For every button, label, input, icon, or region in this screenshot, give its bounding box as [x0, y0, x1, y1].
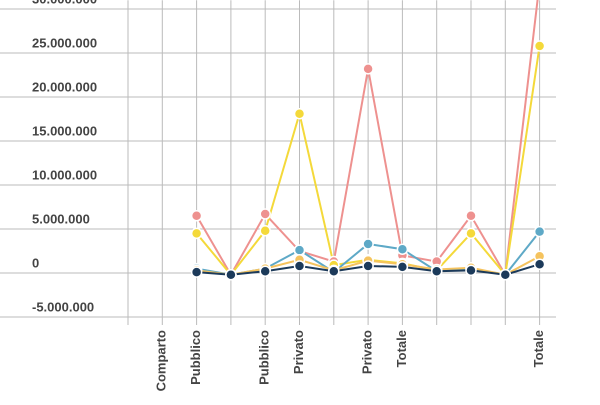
- data-point: [293, 260, 306, 272]
- data-point: [259, 225, 271, 237]
- data-point: [190, 227, 203, 240]
- y-tick-label: 15.000.000: [32, 123, 97, 138]
- x-tick-label: Comparto: [154, 330, 169, 391]
- x-tick-label: Privato: [360, 330, 375, 374]
- data-point: [259, 208, 271, 220]
- y-tick-label: 30.000.000: [32, 0, 97, 6]
- y-tick-label: 20.000.000: [32, 79, 97, 94]
- y-tick-label: 5.000.000: [32, 211, 90, 226]
- data-point: [430, 265, 443, 277]
- data-point: [259, 265, 271, 277]
- data-point: [499, 269, 512, 281]
- data-point: [362, 238, 374, 250]
- x-tick-label: Totale: [394, 330, 409, 367]
- data-point: [533, 258, 546, 270]
- x-tick-label: Pubblico: [188, 330, 203, 385]
- data-point: [328, 265, 340, 277]
- x-tick-label: Pubblico: [257, 330, 272, 385]
- data-point: [362, 260, 374, 272]
- x-tick-label: Privato: [291, 330, 306, 374]
- data-point: [465, 210, 477, 222]
- y-tick-label: 0: [32, 255, 39, 270]
- data-point: [190, 210, 203, 222]
- data-point: [533, 40, 546, 52]
- data-point: [396, 243, 409, 255]
- data-point: [225, 269, 237, 281]
- x-tick-label: Totale: [531, 330, 546, 367]
- data-point: [190, 266, 203, 278]
- data-point: [465, 227, 477, 240]
- data-point: [465, 264, 477, 277]
- y-tick-label: 25.000.000: [32, 35, 97, 50]
- data-point: [533, 225, 546, 238]
- data-point: [362, 63, 374, 75]
- y-tick-label: -5.000.000: [32, 299, 94, 314]
- data-point: [293, 107, 306, 120]
- y-tick-label: 10.000.000: [32, 167, 97, 182]
- plot: [190, 0, 546, 281]
- data-point: [396, 261, 409, 273]
- data-point: [293, 244, 306, 256]
